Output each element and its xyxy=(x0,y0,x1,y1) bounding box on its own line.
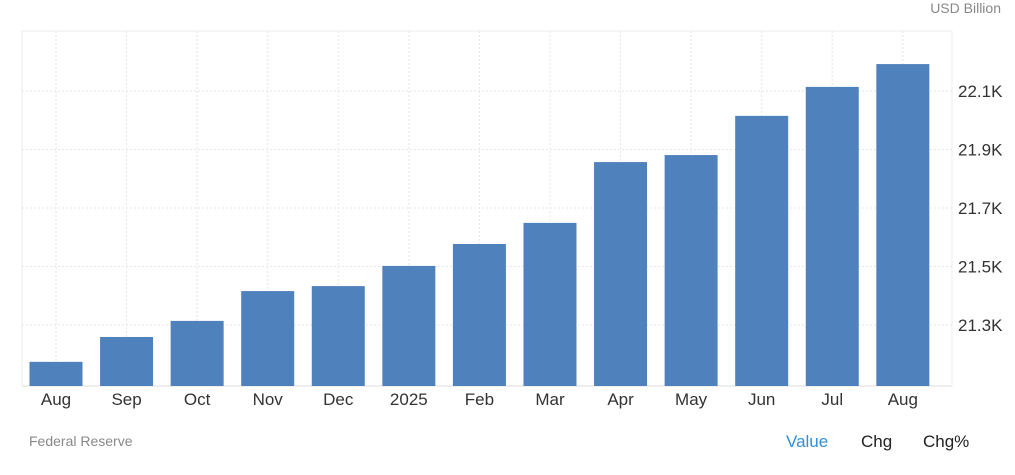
x-tick-label: Nov xyxy=(253,390,284,409)
x-tick-label: May xyxy=(675,390,708,409)
bar xyxy=(594,162,648,386)
x-tick-label: Apr xyxy=(607,390,634,409)
x-tick-label: Mar xyxy=(535,390,565,409)
bar xyxy=(100,336,154,386)
y-tick-label: 21.5K xyxy=(958,258,1003,277)
bar-chart: 21.3K 21.5K 21.7K 21.9K 22.1K Aug Sep Oct Nov Dec… xyxy=(21,30,1003,409)
source-label: Federal Reserve xyxy=(29,433,133,449)
x-tick-label: Jul xyxy=(821,390,843,409)
bar xyxy=(311,286,365,386)
x-tick-label: Sep xyxy=(111,390,141,409)
unit-label: USD Billion xyxy=(930,0,1001,16)
y-tick-label: 21.9K xyxy=(958,141,1003,160)
bar xyxy=(523,222,577,386)
x-tick-label: 2025 xyxy=(390,390,428,409)
y-tick-label: 22.1K xyxy=(958,82,1003,101)
x-tick-label: Aug xyxy=(41,390,71,409)
tab-chg[interactable]: Chg xyxy=(861,432,893,451)
y-tick-label: 21.7K xyxy=(958,199,1003,218)
tab-value[interactable]: Value xyxy=(786,432,829,451)
x-tick-label: Oct xyxy=(184,390,211,409)
x-tick-label: Aug xyxy=(888,390,918,409)
x-tick-label: Jun xyxy=(748,390,775,409)
bar xyxy=(876,64,930,386)
bar xyxy=(805,86,859,386)
bar xyxy=(241,291,295,386)
bar xyxy=(735,115,789,387)
x-tick-label: Dec xyxy=(323,390,354,409)
bar xyxy=(382,265,436,386)
x-tick-label: Feb xyxy=(465,390,494,409)
bar xyxy=(29,361,83,386)
bar xyxy=(170,320,224,386)
y-tick-label: 21.3K xyxy=(958,316,1003,335)
bar xyxy=(452,243,506,386)
tab-chg-percent[interactable]: Chg% xyxy=(923,432,970,451)
bar xyxy=(664,155,718,386)
